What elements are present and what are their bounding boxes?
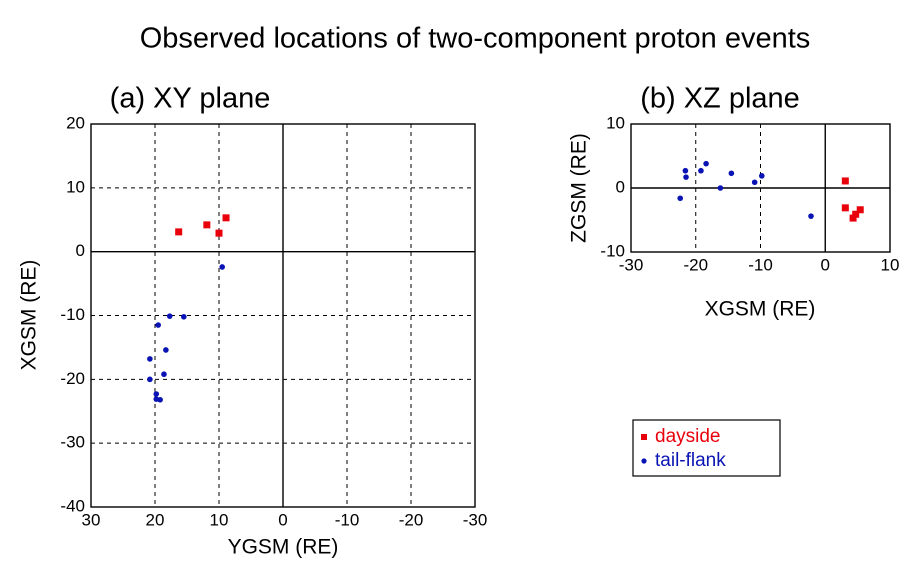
y-tick-label: 20 [66, 113, 85, 132]
point [181, 313, 187, 320]
point [215, 229, 223, 237]
x-tick-label: 10 [881, 255, 900, 274]
y-tick-label: 10 [66, 177, 85, 196]
point [155, 322, 161, 328]
x-tick-label: -30 [463, 510, 488, 529]
point [219, 264, 225, 270]
x-tick-label: 0 [278, 510, 287, 529]
y-tick-label: -20 [60, 369, 85, 388]
point [841, 177, 849, 185]
x-tick-label: -10 [748, 255, 773, 274]
x-tick-label: 20 [146, 510, 165, 529]
panel-title: (a) XY plane [110, 83, 271, 115]
point [166, 313, 173, 319]
point [683, 174, 689, 180]
point [852, 210, 860, 218]
point [175, 228, 183, 236]
y-tick-label: 0 [76, 241, 85, 260]
y-tick-label: -40 [60, 496, 85, 515]
point [147, 376, 153, 383]
point [841, 204, 849, 212]
y-axis-label: XGSM (RE) [18, 260, 41, 371]
panel-title: (b) XZ plane [640, 83, 800, 115]
x-tick-label: -20 [683, 255, 708, 274]
point [153, 396, 160, 402]
y-tick-label: -10 [600, 241, 625, 260]
point [849, 214, 857, 222]
plot-frame [90, 123, 476, 508]
point [808, 213, 814, 219]
legend-marker [641, 458, 647, 464]
x-tick-label: 0 [821, 255, 830, 274]
point [682, 167, 689, 174]
y-tick-label: -10 [60, 305, 85, 324]
point [203, 221, 211, 229]
y-tick-label: -30 [60, 433, 85, 452]
point [677, 195, 684, 202]
x-axis-label: XGSM (RE) [705, 298, 816, 321]
point [703, 160, 709, 167]
y-tick-label: 0 [616, 177, 625, 196]
point [717, 185, 724, 191]
figure-title: Observed locations of two-component prot… [140, 23, 811, 55]
point [758, 173, 765, 179]
x-tick-label: -30 [619, 255, 644, 274]
point [751, 179, 758, 186]
point [728, 170, 735, 177]
point [698, 167, 704, 174]
legend-box [632, 419, 781, 477]
point [161, 371, 167, 378]
x-tick-label: -20 [399, 510, 424, 529]
legend-label: dayside [655, 426, 721, 447]
plot-frame [630, 123, 891, 253]
y-axis-label: ZGSM (RE) [568, 133, 591, 243]
point [163, 347, 169, 353]
x-axis-label: YGSM (RE) [228, 536, 339, 559]
point [856, 206, 864, 214]
legend-marker [641, 434, 647, 440]
point [153, 391, 160, 397]
x-tick-label: 30 [82, 510, 101, 529]
point [222, 214, 230, 222]
y-tick-label: 10 [606, 113, 625, 132]
legend-label: tail-flank [655, 450, 726, 471]
x-tick-label: 10 [210, 510, 229, 529]
point [147, 356, 153, 362]
x-tick-label: -10 [335, 510, 360, 529]
